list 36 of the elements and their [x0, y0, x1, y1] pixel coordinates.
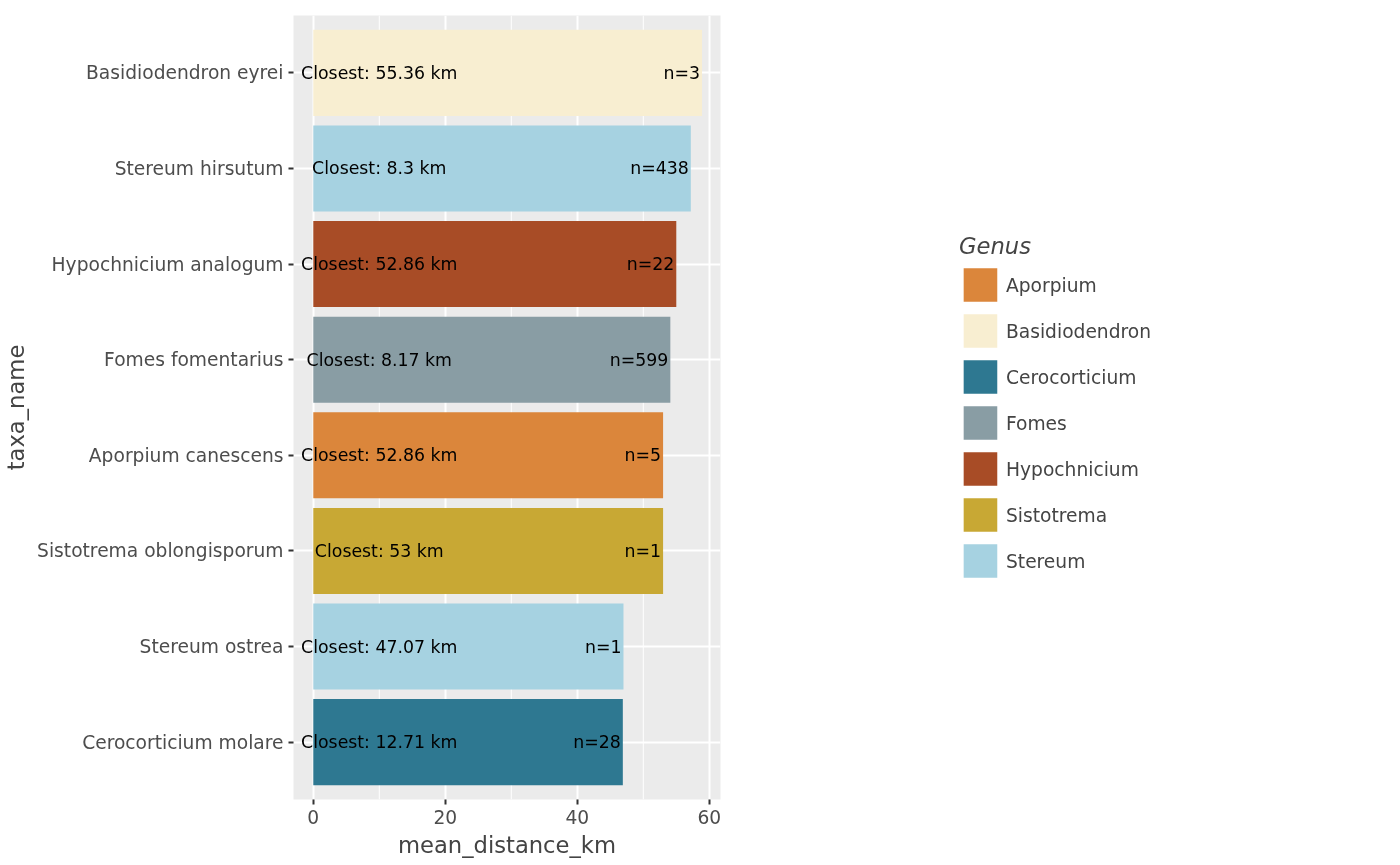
annotation: Closest: 53 km	[314, 540, 444, 561]
y-tick-label: Hypochnicium analogum	[51, 253, 284, 275]
annotation: n=1	[624, 540, 662, 561]
y-tick-label: Cerocorticium molare	[82, 731, 284, 753]
annotation: n=5	[624, 445, 662, 466]
x-axis-title: mean_distance_km	[397, 831, 617, 858]
bar	[313, 507, 664, 594]
legend-label: Fomes	[1005, 411, 1067, 435]
legend-label: Stereum	[1005, 549, 1086, 573]
y-tick-label: Fomes fomentarius	[104, 349, 284, 371]
y-tick-label: Sistotrema oblongisporum	[37, 540, 284, 562]
y-tick-label: Stereum hirsutum	[114, 157, 284, 179]
x-tick-label: 20	[433, 806, 458, 828]
annotation: n=599	[609, 349, 669, 370]
legend-label: Basidiodendron	[1005, 319, 1152, 343]
legend-label: Sistotrema	[1005, 503, 1108, 527]
y-tick-label: Aporpium canescens	[88, 444, 284, 466]
legend-label: Cerocorticium	[1005, 365, 1137, 389]
annotation: Closest: 47.07 km	[301, 636, 458, 657]
x-tick-label: 60	[697, 806, 722, 828]
legend-title: Genus	[958, 232, 1032, 259]
legend-label: Hypochnicium	[1005, 457, 1139, 482]
annotation: Closest: 55.36 km	[301, 62, 458, 83]
bar	[313, 125, 691, 212]
y-tick-label: Basidiodendron eyrei	[86, 62, 284, 84]
annotation: n=28	[573, 732, 621, 753]
annotation: n=22	[626, 254, 675, 275]
annotation: Closest: 8.3 km	[312, 158, 447, 179]
x-tick-label: 0	[307, 806, 320, 828]
annotation: n=3	[663, 62, 701, 83]
annotation: n=1	[584, 636, 622, 657]
y-axis-title: taxa_name	[3, 344, 30, 471]
legend-label: Aporpium	[1005, 273, 1097, 298]
annotation: n=438	[630, 158, 689, 179]
y-tick-label: Stereum ostrea	[139, 636, 284, 658]
x-tick-label: 40	[565, 806, 590, 828]
